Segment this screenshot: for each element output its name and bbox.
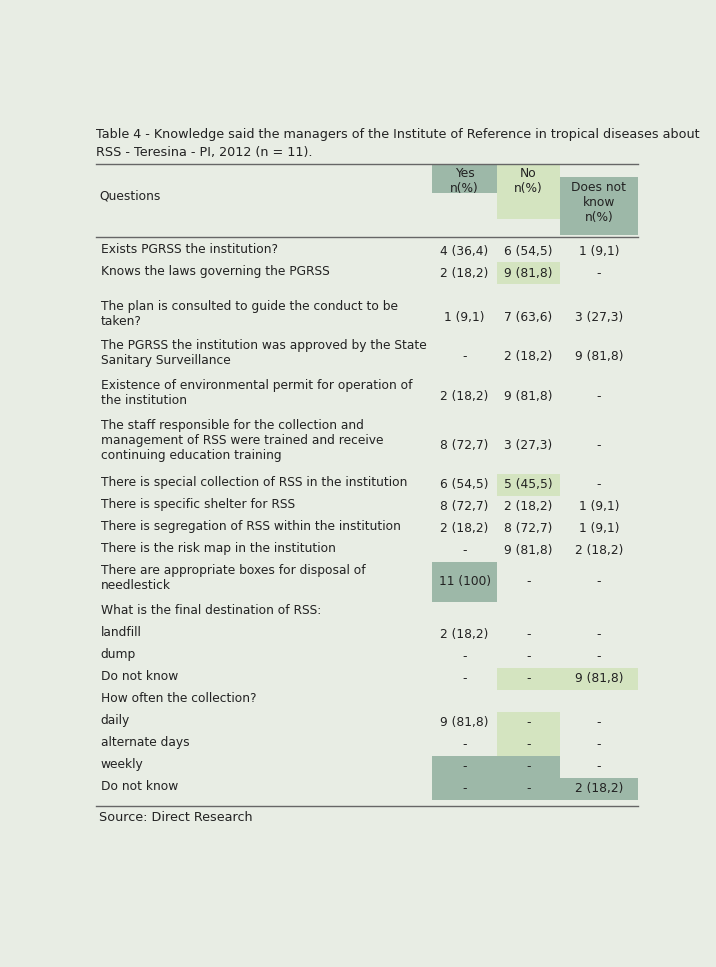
Text: No
n(%): No n(%) <box>514 167 543 195</box>
Text: landfill: landfill <box>100 626 142 638</box>
Text: -: - <box>463 650 467 663</box>
Text: -: - <box>526 628 531 641</box>
Text: 2 (18,2): 2 (18,2) <box>440 522 489 536</box>
Text: Does not
know
n(%): Does not know n(%) <box>571 181 626 223</box>
Text: 2 (18,2): 2 (18,2) <box>504 500 553 513</box>
Bar <box>497 474 560 496</box>
Text: -: - <box>526 716 531 729</box>
Text: There are appropriate boxes for disposal of
needlestick: There are appropriate boxes for disposal… <box>100 564 365 592</box>
Text: 9 (81,8): 9 (81,8) <box>504 544 553 557</box>
Text: 8 (72,7): 8 (72,7) <box>440 500 489 513</box>
Text: 1 (9,1): 1 (9,1) <box>445 310 485 324</box>
Text: 4 (36,4): 4 (36,4) <box>440 245 489 258</box>
Text: Exists PGRSS the institution?: Exists PGRSS the institution? <box>100 243 278 255</box>
Text: 8 (72,7): 8 (72,7) <box>440 439 489 452</box>
Text: daily: daily <box>100 714 130 727</box>
Text: The PGRSS the institution was approved by the State
Sanitary Surveillance: The PGRSS the institution was approved b… <box>100 339 426 367</box>
Text: -: - <box>526 672 531 685</box>
Text: alternate days: alternate days <box>100 736 189 748</box>
Text: RSS - Teresina - PI, 2012 (n = 11).: RSS - Teresina - PI, 2012 (n = 11). <box>96 146 313 159</box>
Bar <box>497 667 560 689</box>
Text: 3 (27,3): 3 (27,3) <box>504 439 553 452</box>
Text: 5 (45,5): 5 (45,5) <box>504 479 553 491</box>
Text: -: - <box>463 738 467 751</box>
Bar <box>497 734 560 755</box>
Text: Table 4 - Knowledge said the managers of the Institute of Reference in tropical : Table 4 - Knowledge said the managers of… <box>96 128 700 141</box>
Bar <box>497 777 560 800</box>
Text: -: - <box>526 782 531 795</box>
Text: -: - <box>596 628 601 641</box>
Text: 2 (18,2): 2 (18,2) <box>575 782 623 795</box>
Text: What is the final destination of RSS:: What is the final destination of RSS: <box>100 603 321 617</box>
Text: 9 (81,8): 9 (81,8) <box>575 350 623 364</box>
Bar <box>497 755 560 777</box>
Text: -: - <box>596 575 601 588</box>
Text: Do not know: Do not know <box>100 670 178 683</box>
Text: 2 (18,2): 2 (18,2) <box>575 544 623 557</box>
Text: -: - <box>463 672 467 685</box>
Text: 9 (81,8): 9 (81,8) <box>575 672 623 685</box>
Text: There is special collection of RSS in the institution: There is special collection of RSS in th… <box>100 476 407 489</box>
Text: -: - <box>596 390 601 403</box>
Text: -: - <box>463 782 467 795</box>
Text: -: - <box>463 544 467 557</box>
Text: There is the risk map in the institution: There is the risk map in the institution <box>100 542 336 555</box>
Text: -: - <box>596 650 601 663</box>
Text: -: - <box>596 716 601 729</box>
Text: 3 (27,3): 3 (27,3) <box>575 310 623 324</box>
Text: -: - <box>463 350 467 364</box>
Text: Questions: Questions <box>100 190 161 202</box>
Text: 7 (63,6): 7 (63,6) <box>504 310 553 324</box>
Text: 9 (81,8): 9 (81,8) <box>440 716 489 729</box>
Text: 2 (18,2): 2 (18,2) <box>440 267 489 279</box>
Text: -: - <box>596 439 601 452</box>
Text: -: - <box>463 760 467 773</box>
Text: Existence of environmental permit for operation of
the institution: Existence of environmental permit for op… <box>100 379 412 407</box>
Bar <box>432 163 497 192</box>
Text: There is specific shelter for RSS: There is specific shelter for RSS <box>100 498 295 511</box>
Text: -: - <box>596 738 601 751</box>
Text: 11 (100): 11 (100) <box>438 575 490 588</box>
Text: -: - <box>596 760 601 773</box>
Text: 2 (18,2): 2 (18,2) <box>440 390 489 403</box>
Text: 1 (9,1): 1 (9,1) <box>579 500 619 513</box>
Text: Source: Direct Research: Source: Direct Research <box>100 811 253 825</box>
Text: Knows the laws governing the PGRSS: Knows the laws governing the PGRSS <box>100 265 329 278</box>
Text: The staff responsible for the collection and
management of RSS were trained and : The staff responsible for the collection… <box>100 419 383 461</box>
Bar <box>560 667 638 689</box>
Bar <box>497 163 560 219</box>
Text: 9 (81,8): 9 (81,8) <box>504 267 553 279</box>
Bar <box>432 562 497 601</box>
Text: Do not know: Do not know <box>100 779 178 793</box>
Text: How often the collection?: How often the collection? <box>100 691 256 705</box>
Text: 1 (9,1): 1 (9,1) <box>579 245 619 258</box>
Text: The plan is consulted to guide the conduct to be
taken?: The plan is consulted to guide the condu… <box>100 300 397 328</box>
Text: There is segregation of RSS within the institution: There is segregation of RSS within the i… <box>100 520 400 533</box>
Text: -: - <box>526 738 531 751</box>
Bar <box>432 755 497 777</box>
Text: 8 (72,7): 8 (72,7) <box>504 522 553 536</box>
Text: 6 (54,5): 6 (54,5) <box>504 245 553 258</box>
Text: -: - <box>526 760 531 773</box>
Text: Yes
n(%): Yes n(%) <box>450 167 479 195</box>
Text: -: - <box>526 575 531 588</box>
Bar <box>432 777 497 800</box>
Text: 2 (18,2): 2 (18,2) <box>440 628 489 641</box>
Text: -: - <box>596 479 601 491</box>
Text: 9 (81,8): 9 (81,8) <box>504 390 553 403</box>
Text: 2 (18,2): 2 (18,2) <box>504 350 553 364</box>
Bar <box>497 262 560 284</box>
Text: weekly: weekly <box>100 758 143 771</box>
Text: dump: dump <box>100 648 136 660</box>
Text: -: - <box>526 650 531 663</box>
Text: 1 (9,1): 1 (9,1) <box>579 522 619 536</box>
Text: 6 (54,5): 6 (54,5) <box>440 479 489 491</box>
Bar <box>560 177 638 235</box>
Text: -: - <box>596 267 601 279</box>
Bar <box>560 777 638 800</box>
Bar <box>497 712 560 734</box>
